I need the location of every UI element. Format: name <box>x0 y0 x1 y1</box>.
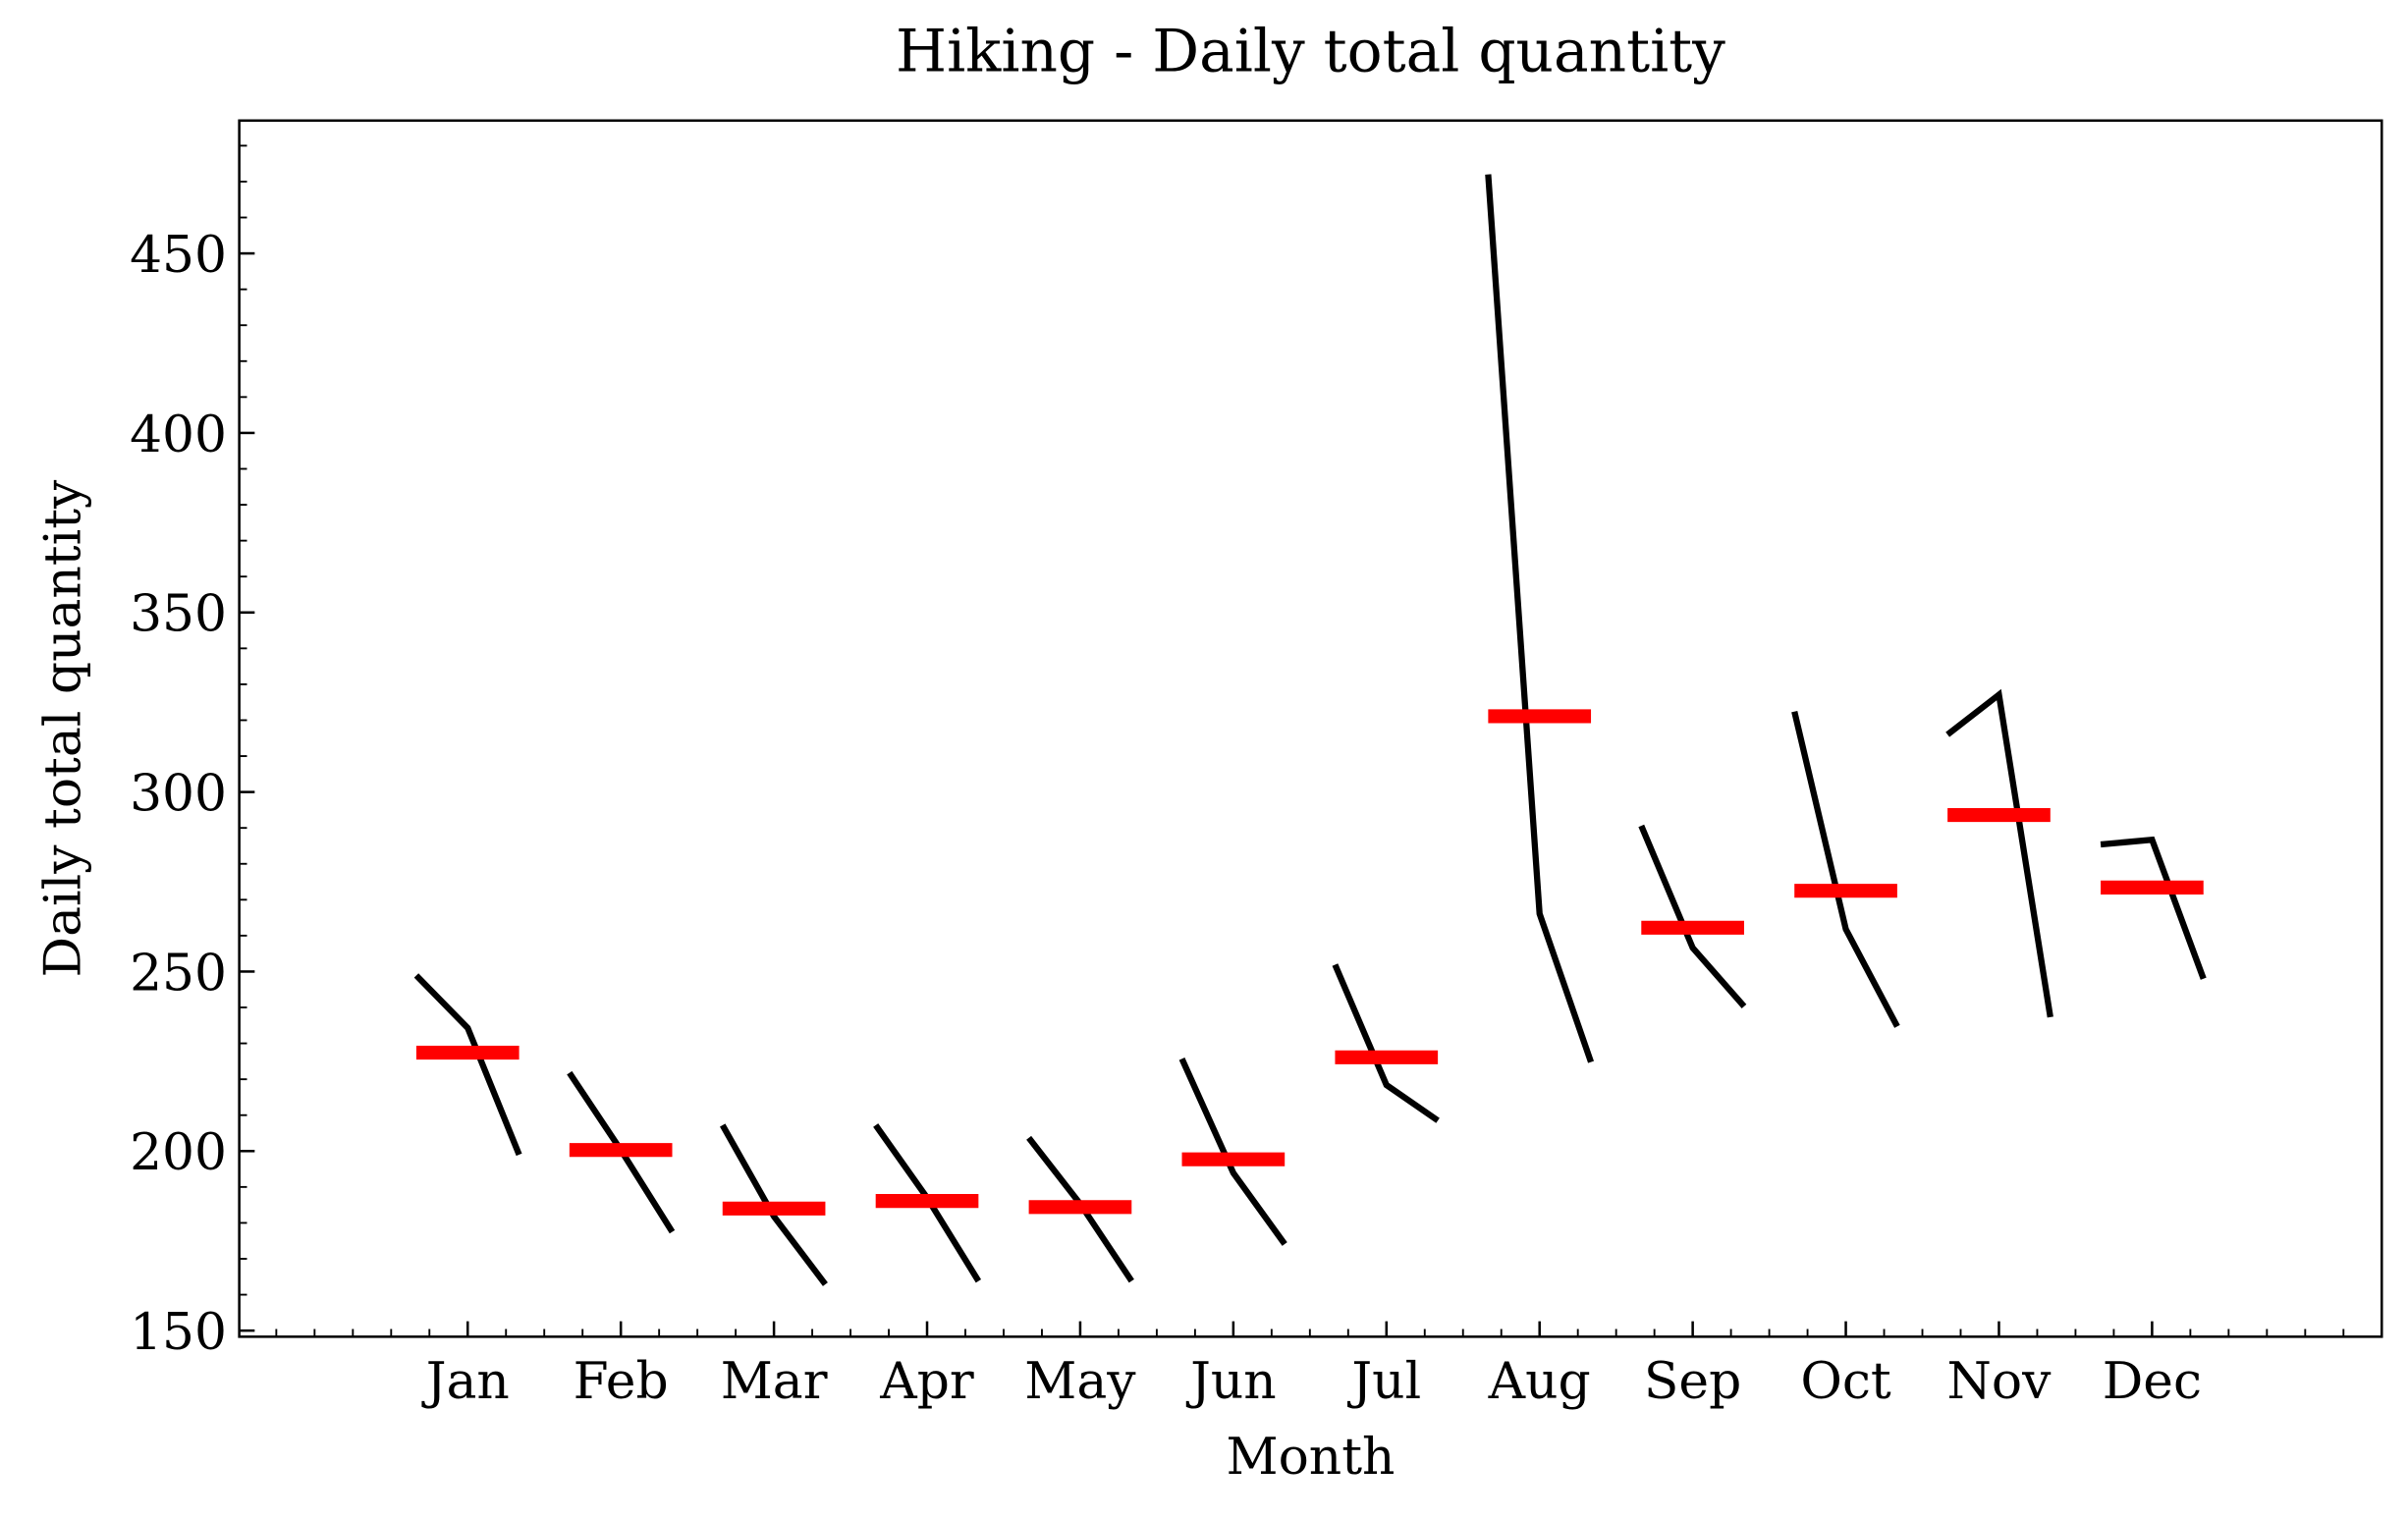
y-tick-label: 150 <box>130 1303 227 1362</box>
month-line <box>413 973 522 1157</box>
y-tick-label: 450 <box>130 226 227 285</box>
y-tick-label: 200 <box>130 1123 227 1182</box>
month-line <box>1485 174 1595 1063</box>
x-tick-label: May <box>1024 1352 1136 1411</box>
x-tick-label: Nov <box>1947 1352 2052 1411</box>
month-line <box>2100 836 2207 980</box>
x-tick-label: Sep <box>1644 1352 1741 1411</box>
plot-frame <box>238 119 2383 1338</box>
x-tick-label: Feb <box>574 1352 669 1411</box>
y-tick-label: 400 <box>130 406 227 464</box>
y-tick-label: 350 <box>130 585 227 644</box>
y-axis-label: Daily total quantity <box>34 479 93 978</box>
x-tick-label: Mar <box>721 1352 828 1411</box>
chart-title: Hiking - Daily total quantity <box>896 18 1725 85</box>
x-tick-label: Jul <box>1346 1352 1421 1411</box>
month-line <box>720 1123 828 1286</box>
x-tick-label: Jun <box>1185 1352 1277 1411</box>
x-tick-label: Jan <box>421 1352 510 1411</box>
month-line <box>1945 688 2053 1018</box>
x-tick-label: Aug <box>1488 1352 1591 1411</box>
month-line <box>1791 710 1900 1028</box>
month-line <box>1178 1058 1287 1246</box>
x-tick-label: Dec <box>2103 1352 2202 1411</box>
x-axis-label: Month <box>1226 1428 1395 1487</box>
month-line <box>1332 963 1440 1123</box>
y-tick-label: 250 <box>130 944 227 1003</box>
y-tick-label: 300 <box>130 764 227 823</box>
month-line <box>1638 824 1747 1008</box>
x-tick-label: Apr <box>879 1352 974 1411</box>
x-tick-label: Oct <box>1800 1352 1891 1411</box>
